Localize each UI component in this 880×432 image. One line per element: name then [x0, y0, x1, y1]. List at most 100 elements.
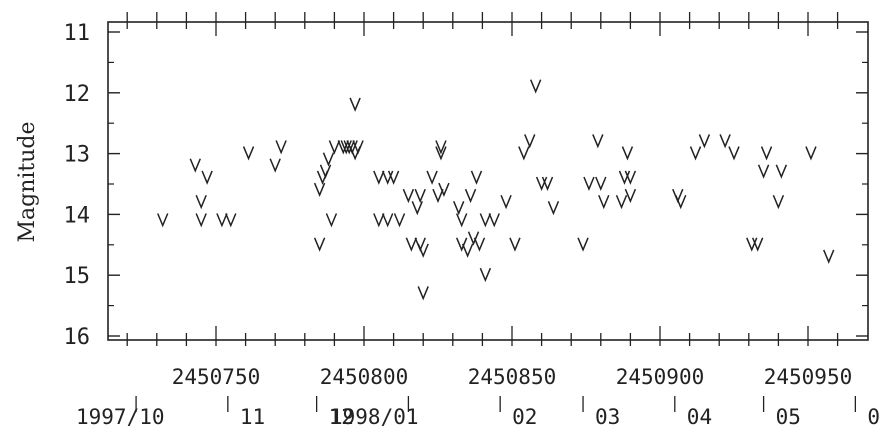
data-point: [426, 170, 438, 185]
data-point: [432, 188, 444, 204]
data-point: [775, 164, 788, 179]
data-point: [689, 146, 702, 161]
data-point: [518, 146, 530, 161]
data-point: [760, 146, 773, 161]
data-point: [189, 158, 201, 173]
data-point: [615, 194, 628, 210]
data-point: [195, 213, 207, 228]
data-point: [461, 243, 474, 258]
data-point: [479, 213, 492, 228]
x-tick-label: 2450800: [320, 365, 409, 389]
data-point: [592, 134, 604, 149]
y-tick-label: 13: [64, 143, 91, 168]
data-point: [467, 231, 480, 246]
data-point: [269, 158, 281, 173]
y-tick-label: 12: [64, 82, 91, 107]
data-point: [349, 97, 361, 112]
data-point: [216, 213, 228, 228]
x-tick-label: 2450750: [172, 365, 261, 389]
data-point: [455, 237, 468, 252]
month-label: 11: [240, 405, 265, 429]
data-point: [325, 213, 338, 228]
data-points: [157, 79, 835, 301]
data-point: [242, 146, 255, 161]
data-point: [624, 188, 637, 204]
data-point: [417, 243, 429, 258]
data-point: [352, 140, 364, 155]
data-point: [157, 213, 169, 228]
data-point: [435, 140, 447, 155]
x-tick-label: 2450900: [616, 365, 705, 389]
data-point: [541, 176, 554, 191]
y-tick-label: 14: [64, 203, 91, 228]
data-point: [435, 146, 447, 161]
data-point: [479, 267, 492, 283]
month-label: 1998/01: [330, 405, 419, 429]
data-point: [473, 237, 486, 252]
data-point: [757, 164, 770, 179]
x-tick-label: 2450850: [468, 365, 557, 389]
data-point: [524, 134, 536, 149]
data-point: [751, 237, 764, 252]
data-point: [500, 194, 512, 210]
data-point: [547, 201, 560, 216]
y-axis-label: Magnitude: [15, 121, 40, 242]
data-point: [577, 237, 589, 252]
x-tick-label: 2450950: [764, 365, 853, 389]
data-point: [488, 213, 500, 228]
month-label: 06: [867, 405, 880, 429]
data-point: [387, 170, 400, 185]
month-label: 04: [687, 405, 712, 429]
data-point: [529, 79, 542, 94]
data-point: [455, 213, 468, 228]
data-point: [201, 170, 213, 185]
data-point: [322, 152, 335, 167]
data-point: [805, 146, 817, 161]
data-point: [675, 194, 687, 210]
data-point: [598, 194, 610, 210]
data-point: [373, 213, 385, 228]
y-tick-label: 16: [64, 325, 91, 350]
plot-frame: [107, 21, 869, 341]
data-point: [823, 249, 835, 264]
data-point: [621, 146, 634, 161]
data-point: [313, 182, 326, 198]
data-point: [328, 140, 341, 155]
data-point: [195, 194, 207, 210]
data-point: [464, 188, 477, 204]
month-label: 1997/10: [76, 405, 165, 429]
data-point: [402, 188, 415, 204]
month-label: 03: [595, 405, 620, 429]
data-point: [373, 170, 385, 185]
data-point: [509, 237, 521, 252]
data-point: [225, 213, 237, 228]
data-point: [772, 194, 785, 210]
month-label: 05: [776, 405, 801, 429]
data-point: [417, 286, 429, 301]
data-point: [595, 176, 607, 191]
data-point: [275, 140, 287, 155]
data-point: [393, 213, 406, 228]
data-point: [719, 134, 731, 149]
data-point: [405, 237, 418, 252]
data-point: [381, 213, 394, 228]
data-point: [411, 201, 423, 216]
month-label: 12: [329, 405, 354, 429]
data-point: [319, 164, 332, 179]
data-point: [583, 176, 595, 191]
data-point: [343, 140, 355, 155]
month-label: 02: [512, 405, 537, 429]
data-point: [453, 201, 465, 216]
data-point: [624, 170, 637, 185]
data-point: [698, 134, 711, 149]
y-tick-label: 15: [64, 264, 91, 289]
data-point: [470, 170, 483, 185]
data-point: [438, 182, 450, 198]
data-point: [313, 237, 326, 252]
y-axis: 11 12 13 14 15 16: [64, 21, 868, 350]
x-axis: 2450750 2450800 2450850 2450900 2450950: [126, 12, 853, 389]
data-point: [728, 146, 740, 161]
data-point: [414, 188, 426, 204]
